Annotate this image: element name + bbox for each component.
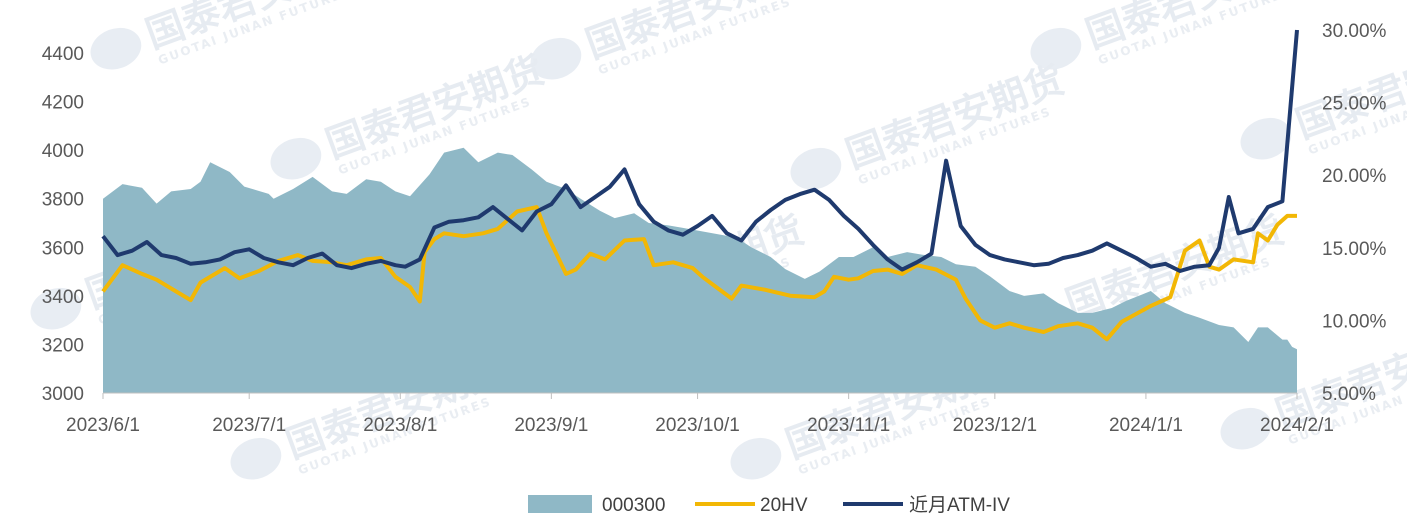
right-y-tick-label: 20.00% — [1322, 166, 1387, 187]
x-tick-label: 2023/7/1 — [212, 415, 286, 436]
right-y-tick-label: 30.00% — [1322, 21, 1387, 42]
watermark-logo-icon — [790, 147, 842, 190]
area-series-000300 — [103, 147, 1297, 393]
x-tick-label: 2024/2/1 — [1260, 415, 1334, 436]
watermark-logo-icon — [30, 287, 82, 330]
x-tick-label: 2023/9/1 — [514, 415, 588, 436]
x-tick-label: 2023/6/1 — [66, 415, 140, 436]
legend-swatch-000300 — [528, 495, 592, 513]
x-tick-label: 2023/12/1 — [953, 415, 1038, 436]
watermark-logo-icon — [1030, 27, 1082, 70]
x-tick-label: 2023/11/1 — [807, 415, 890, 436]
watermark-logo-icon — [530, 37, 582, 80]
right-y-axis-ticks: 5.00% 10.00% 15.00% 20.00% 25.00% 30.00% — [1322, 21, 1387, 405]
left-y-tick-label: 4000 — [42, 141, 84, 162]
watermark-logo-icon — [730, 437, 782, 480]
watermark-logo-icon — [1240, 117, 1292, 160]
watermark-logo-icon — [230, 437, 282, 480]
legend: 000300 20HV 近月ATM-IV — [528, 494, 1010, 516]
left-y-tick-label: 3400 — [42, 287, 84, 308]
right-y-tick-label: 25.00% — [1322, 94, 1387, 115]
left-y-tick-label: 3600 — [42, 238, 84, 259]
plot-area — [101, 29, 1299, 393]
right-y-tick-label: 10.00% — [1322, 311, 1387, 332]
legend-label-atm-iv: 近月ATM-IV — [909, 494, 1010, 516]
legend-label-000300: 000300 — [602, 495, 665, 516]
x-tick-label: 2024/1/1 — [1109, 415, 1183, 436]
left-y-tick-label: 3800 — [42, 190, 84, 211]
watermark-logo-icon — [1220, 407, 1272, 450]
right-y-tick-label: 5.00% — [1322, 384, 1376, 405]
left-y-axis-ticks: 3000 3200 3400 3600 3800 4000 4200 4400 — [42, 44, 84, 405]
line-series-atm-iv — [101, 29, 1299, 273]
left-y-tick-label: 3200 — [42, 335, 84, 356]
legend-label-20hv: 20HV — [760, 495, 808, 516]
x-tick-label: 2023/10/1 — [655, 415, 740, 436]
x-tick-label: 2023/8/1 — [363, 415, 437, 436]
right-y-tick-label: 15.00% — [1322, 239, 1387, 260]
watermark-logo-icon — [270, 137, 322, 180]
left-y-tick-label: 3000 — [42, 384, 84, 405]
left-y-tick-label: 4200 — [42, 93, 84, 114]
x-axis-ticks: 2023/6/1 2023/7/1 2023/8/1 2023/9/1 2023/10/… — [66, 393, 1334, 436]
left-y-tick-label: 4400 — [42, 44, 84, 65]
watermark-logo-icon — [90, 27, 142, 70]
